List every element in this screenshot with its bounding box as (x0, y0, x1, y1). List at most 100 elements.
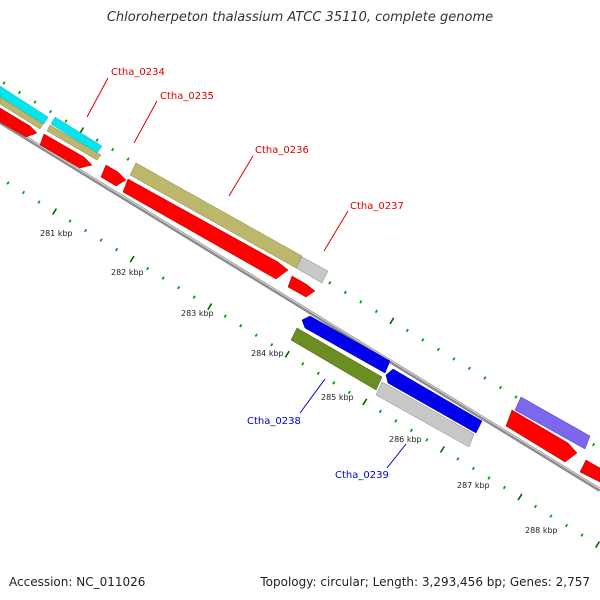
minor-tick (498, 385, 502, 390)
red-gene-6[interactable] (505, 409, 578, 463)
tick-label: 281 kbp (40, 229, 73, 238)
minor-tick (21, 190, 26, 195)
minor-tick (95, 138, 99, 142)
tick-label: 287 kbp (457, 481, 490, 490)
minor-tick (111, 147, 115, 152)
inner-tick-ring (6, 181, 600, 549)
minor-tick (49, 109, 53, 114)
gene-label-ctha-0236[interactable]: Ctha_0236 (255, 145, 309, 156)
major-tick (52, 208, 58, 216)
minor-tick (421, 338, 425, 342)
minor-tick (37, 200, 41, 204)
minor-tick (64, 119, 68, 123)
major-tick (389, 317, 395, 325)
major-tick (284, 350, 290, 358)
major-tick (207, 303, 213, 311)
minor-tick (17, 90, 22, 95)
red-gene-4[interactable] (122, 178, 289, 280)
minor-tick (514, 395, 518, 399)
genome-title: Chloroherpeton thalassium ATCC 35110, co… (106, 10, 494, 25)
red-gene-5[interactable] (287, 275, 316, 298)
minor-tick (115, 247, 119, 252)
red-gene-7[interactable] (579, 459, 600, 483)
minor-tick (487, 476, 491, 480)
leader-line-ctha-0239 (386, 443, 407, 469)
tick-label: 288 kbp (525, 526, 558, 535)
minor-tick (84, 228, 88, 233)
minor-tick (359, 300, 363, 304)
khaki-feature-1[interactable] (0, 96, 44, 130)
gene-label-group: Ctha_0234 Ctha_0235 Ctha_0236 Ctha_0237 … (86, 67, 407, 481)
gene-ctha-0237-bar[interactable] (295, 256, 329, 284)
gene-label-ctha-0234[interactable]: Ctha_0234 (111, 67, 165, 78)
minor-tick (192, 295, 196, 299)
slate-feature-1[interactable] (514, 396, 591, 450)
genome-backbone-highlight (0, 120, 600, 490)
minor-tick (549, 514, 553, 518)
gene-ctha-0239-bar[interactable] (375, 381, 475, 448)
minor-tick (502, 485, 506, 490)
tick-label: 283 kbp (181, 309, 214, 318)
minor-tick (452, 357, 456, 361)
gene-label-ctha-0235[interactable]: Ctha_0235 (160, 91, 214, 102)
red-gene-1[interactable] (0, 107, 38, 138)
minor-tick (270, 343, 274, 347)
minor-tick (425, 438, 429, 442)
major-tick (595, 541, 600, 549)
leader-line-ctha-0238 (299, 378, 326, 414)
minor-tick (378, 409, 382, 414)
genome-backbone (0, 120, 600, 492)
tick-label: 286 kbp (389, 435, 422, 444)
gene-label-ctha-0239[interactable]: Ctha_0239 (335, 470, 389, 481)
minor-tick (223, 314, 227, 318)
leader-line-ctha-0237 (323, 210, 349, 252)
major-tick (362, 398, 368, 406)
red-gene-2[interactable] (39, 133, 93, 169)
gene-label-ctha-0238[interactable]: Ctha_0238 (247, 416, 301, 427)
minor-tick (177, 285, 181, 290)
minor-tick (126, 157, 130, 161)
minor-tick (2, 81, 6, 85)
major-tick (129, 255, 135, 263)
gene-ctha-0238-bar[interactable] (290, 327, 383, 391)
minor-tick (409, 428, 413, 433)
major-tick (517, 493, 523, 501)
minor-tick (33, 100, 37, 104)
minor-tick (161, 276, 165, 280)
minor-tick (374, 309, 378, 314)
khaki-feature-2[interactable] (46, 124, 102, 161)
leader-line-ctha-0235 (133, 100, 158, 144)
minor-tick (254, 333, 258, 337)
minor-tick (239, 324, 243, 328)
minor-tick (405, 328, 409, 333)
minor-tick (436, 347, 440, 352)
red-gene-3[interactable] (100, 164, 127, 187)
minor-tick (328, 281, 332, 285)
minor-tick (471, 466, 475, 471)
genome-summary-text: Topology: circular; Length: 3,293,456 bp… (260, 575, 590, 589)
minor-tick (533, 504, 538, 509)
minor-tick (146, 266, 150, 271)
minor-tick (99, 238, 103, 242)
minor-tick (332, 381, 336, 385)
minor-tick (301, 362, 305, 366)
accession-text: Accession: NC_011026 (9, 575, 146, 589)
feature-tracks (0, 85, 600, 483)
minor-tick (68, 219, 72, 223)
blue-gene-1[interactable] (301, 315, 391, 374)
minor-tick (564, 523, 569, 528)
minor-tick (580, 533, 584, 537)
minor-tick (394, 419, 398, 423)
minor-tick (456, 457, 460, 461)
cyan-feature-1[interactable] (0, 85, 49, 125)
tick-label: 282 kbp (111, 268, 144, 277)
minor-tick (316, 371, 320, 376)
leader-line-ctha-0236 (228, 155, 254, 197)
gene-label-ctha-0237[interactable]: Ctha_0237 (350, 201, 404, 212)
blue-gene-2[interactable] (385, 368, 483, 434)
leader-line-ctha-0234 (86, 77, 109, 118)
minor-tick (467, 366, 471, 371)
minor-tick (592, 442, 596, 447)
